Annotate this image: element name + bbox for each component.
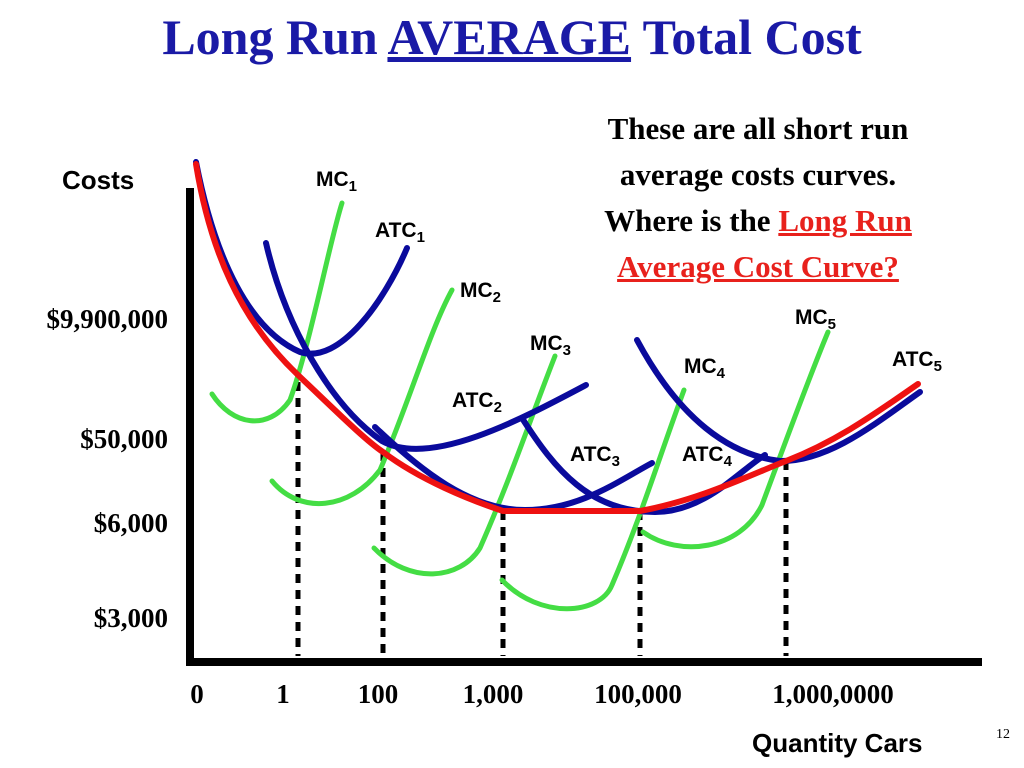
y-tick-label: $9,900,000 bbox=[47, 304, 169, 334]
mc-curve bbox=[640, 329, 831, 550]
mc-curve bbox=[269, 287, 455, 507]
curve-label-name: MC bbox=[530, 332, 563, 355]
curve-label-name: MC bbox=[795, 306, 828, 329]
y-tick-label: $50,000 bbox=[80, 424, 168, 454]
curve-label-name: MC bbox=[684, 355, 717, 378]
title-emphasis: AVERAGE bbox=[387, 9, 632, 65]
curve-label: MC1 bbox=[316, 168, 357, 195]
curve-label-subscript: 2 bbox=[493, 289, 501, 306]
y-tick-label: $6,000 bbox=[94, 508, 168, 538]
curve-label-name: MC bbox=[316, 168, 349, 191]
x-tick-label: 1 bbox=[276, 679, 290, 709]
curve-label: ATC2 bbox=[452, 389, 502, 416]
note-line1: These are all short run bbox=[607, 111, 909, 146]
curve-label-subscript: 4 bbox=[724, 453, 733, 470]
note-line4-highlight: Average Cost Curve? bbox=[617, 249, 899, 284]
curve-label-name: ATC bbox=[375, 219, 417, 242]
question-note: These are all short run average costs cu… bbox=[548, 106, 968, 290]
curve-label-subscript: 4 bbox=[717, 365, 726, 382]
curve-label: MC5 bbox=[795, 306, 836, 333]
curve-label-name: ATC bbox=[682, 443, 724, 466]
curve-label: ATC3 bbox=[570, 443, 620, 470]
long-run-atc-curve bbox=[193, 161, 921, 514]
note-line3-prefix: Where is the bbox=[604, 203, 771, 238]
atc-curve bbox=[263, 240, 589, 452]
curve-label: MC2 bbox=[460, 279, 501, 306]
curve-label-subscript: 2 bbox=[494, 399, 502, 416]
curve-label-name: MC bbox=[460, 279, 493, 302]
x-tick-label: 0 bbox=[190, 679, 204, 709]
atc-curve bbox=[634, 337, 923, 465]
curve-label-subscript: 1 bbox=[417, 229, 425, 246]
x-tick-label: 100 bbox=[358, 679, 399, 709]
curve-label-name: ATC bbox=[452, 389, 494, 412]
curve-label-subscript: 3 bbox=[563, 342, 571, 359]
mc-curve bbox=[499, 387, 687, 612]
mc-curve bbox=[209, 200, 345, 424]
atc-curve bbox=[193, 159, 410, 357]
curve-label-subscript: 1 bbox=[349, 178, 357, 195]
page-number: 12 bbox=[996, 727, 1010, 742]
x-tick-label: 100,000 bbox=[594, 679, 682, 709]
note-line3-highlight: Long Run bbox=[778, 203, 912, 238]
curve-label-subscript: 5 bbox=[934, 358, 942, 375]
curve-label-subscript: 5 bbox=[828, 316, 836, 333]
curve-label: MC4 bbox=[684, 355, 726, 382]
note-line3: Where is the Long Run bbox=[548, 198, 968, 244]
x-axis-label: Quantity Cars bbox=[752, 728, 923, 758]
curve-label-name: ATC bbox=[892, 348, 934, 371]
curve-label: ATC5 bbox=[892, 348, 942, 375]
curve-label-name: ATC bbox=[570, 443, 612, 466]
atc-curve bbox=[519, 415, 768, 516]
curve-label-subscript: 3 bbox=[612, 453, 620, 470]
x-tick-label: 1,000 bbox=[463, 679, 524, 709]
title-part2: Total Cost bbox=[642, 9, 862, 65]
curve-label: ATC1 bbox=[375, 219, 425, 246]
curve-label: MC3 bbox=[530, 332, 571, 359]
y-axis-label: Costs bbox=[62, 165, 135, 195]
note-line2: average costs curves. bbox=[619, 157, 897, 192]
title-part1: Long Run bbox=[162, 9, 378, 65]
x-tick-label: 1,000,0000 bbox=[772, 679, 894, 709]
y-tick-label: $3,000 bbox=[94, 603, 168, 633]
slide-title: Long Run AVERAGE Total Cost bbox=[0, 8, 1024, 66]
curve-label: ATC4 bbox=[682, 443, 733, 470]
